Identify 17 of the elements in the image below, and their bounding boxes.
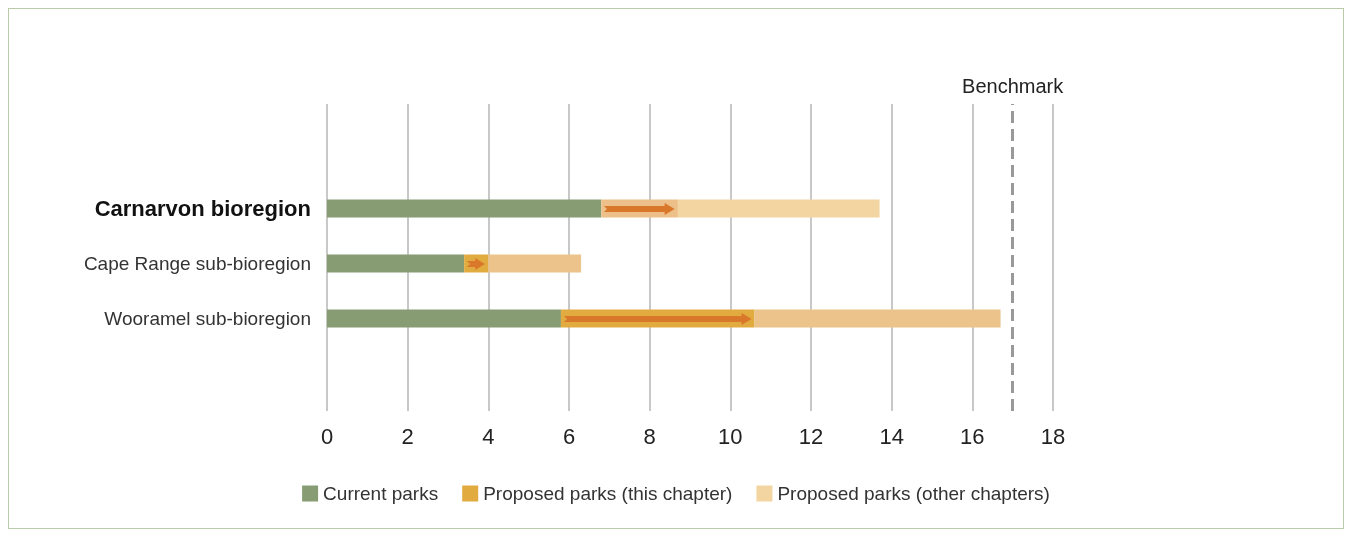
y-tick-label: Carnarvon bioregion <box>94 196 311 221</box>
x-tick-label: 18 <box>1040 423 1066 449</box>
x-tick-label: 14 <box>879 423 904 449</box>
x-tick-label: 8 <box>643 423 656 449</box>
x-tick-label: 16 <box>960 423 985 449</box>
x-tick-label: 4 <box>482 423 495 449</box>
x-tick-label: 0 <box>320 423 334 449</box>
x-tick-label: 2 <box>401 423 414 449</box>
legend-label: Proposed parks (this chapter) <box>483 483 733 504</box>
y-tick-label: Cape Range sub-bioregion <box>83 253 311 274</box>
ref-line-label: Benchmark <box>962 75 1065 97</box>
x-tick-label: 12 <box>798 423 824 449</box>
legend-label: Proposed parks (other chapters) <box>777 483 1050 504</box>
legend-label: Current parks <box>323 483 439 504</box>
x-tick-label: 10 <box>718 423 743 449</box>
y-tick-label: Wooramel sub-bioregion <box>104 308 311 329</box>
x-tick-label: 6 <box>562 423 576 449</box>
